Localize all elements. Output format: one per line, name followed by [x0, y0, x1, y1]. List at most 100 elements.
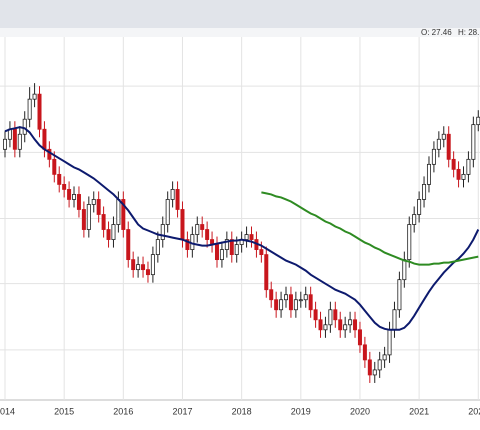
candle-body — [426, 163, 431, 185]
candle-body — [353, 319, 358, 331]
candle-body — [96, 199, 101, 215]
candle-body — [279, 299, 284, 311]
candle-body — [431, 148, 436, 165]
x-tick-label: 2022 — [468, 406, 480, 416]
candle-body — [367, 359, 372, 376]
x-tick-label: 2019 — [291, 406, 311, 416]
candle-body — [180, 209, 185, 240]
candle-body — [259, 249, 264, 255]
candle-body — [357, 329, 362, 346]
candle-body — [37, 93, 42, 130]
candle-body — [451, 158, 456, 170]
header-open: O: 27.46 — [421, 28, 452, 37]
candle-body — [407, 224, 412, 261]
x-tick-label: 2018 — [232, 406, 252, 416]
candle-body — [318, 319, 323, 331]
candle-body — [3, 138, 8, 150]
candle-body — [22, 118, 27, 135]
candle-body — [195, 224, 200, 235]
candle-body — [466, 158, 471, 175]
moving-average-line — [261, 191, 479, 266]
candle-body — [298, 299, 303, 302]
candle-body — [461, 173, 466, 180]
candle-body — [288, 294, 293, 311]
candle-body — [338, 319, 343, 331]
candle-body — [456, 168, 461, 180]
candle-body — [397, 279, 402, 311]
candle-body — [328, 309, 333, 326]
candle-body — [175, 189, 180, 210]
candle-body — [17, 133, 22, 150]
candle-body — [362, 344, 367, 361]
candle-body — [417, 199, 422, 215]
candle-body — [284, 294, 289, 301]
candle-body — [333, 309, 338, 321]
candle-body — [229, 239, 234, 255]
candle-body — [313, 309, 318, 321]
candle-body — [165, 199, 170, 225]
candle-body — [244, 234, 249, 240]
candle-body — [121, 199, 126, 230]
candle-body — [214, 244, 219, 261]
candle-body — [67, 189, 72, 200]
x-tick-label: 2014 — [0, 406, 15, 416]
candle-body — [249, 234, 254, 240]
candle-body — [476, 116, 480, 126]
candle-body — [190, 234, 195, 250]
x-tick-label: 2021 — [409, 406, 429, 416]
candle-body — [471, 124, 476, 160]
candle-body — [72, 194, 77, 200]
candle-body — [372, 369, 377, 376]
candle-body — [219, 249, 224, 261]
candle-body — [392, 309, 397, 331]
candle-body — [32, 93, 37, 100]
candle-body — [145, 269, 150, 276]
candle-body — [12, 128, 17, 150]
candle-body — [52, 158, 57, 175]
candle-body — [446, 133, 451, 160]
candle-body — [116, 199, 121, 225]
candle-body — [422, 184, 427, 200]
candle-body — [62, 184, 67, 190]
candle-body — [274, 299, 279, 311]
candle-body — [170, 189, 175, 200]
candle-body — [131, 259, 136, 271]
candle-body — [412, 214, 417, 225]
candle-body — [42, 128, 47, 150]
moving-average-line — [4, 126, 480, 331]
x-tick-label: 2020 — [350, 406, 370, 416]
candle-body — [27, 98, 32, 120]
candle-body — [81, 209, 86, 230]
candle-body — [224, 239, 229, 250]
candle-body — [150, 254, 155, 276]
candle-body — [348, 319, 353, 326]
candle-body — [441, 133, 446, 140]
x-tick-label: 2016 — [113, 406, 133, 416]
candle-body — [111, 224, 116, 240]
x-tick-label: 2015 — [54, 406, 74, 416]
candle-body — [76, 194, 81, 210]
candle-body — [205, 229, 210, 240]
candle-body — [160, 224, 165, 240]
header-high: H: 28. — [458, 28, 479, 37]
candle-body — [106, 229, 111, 240]
candle-body — [343, 324, 348, 331]
candle-body — [155, 239, 160, 255]
candle-body — [308, 294, 313, 311]
header-bar — [0, 0, 480, 28]
candle-body — [377, 359, 382, 371]
header-gap — [0, 28, 480, 37]
candle-body — [86, 204, 91, 230]
candle-body — [91, 199, 96, 205]
candle-body — [387, 329, 392, 356]
x-tick-label: 2017 — [172, 406, 192, 416]
candle-body — [234, 244, 239, 255]
candle-body — [185, 239, 190, 250]
candle-body — [264, 254, 269, 291]
candle-body — [101, 214, 106, 230]
candle-body — [323, 324, 328, 331]
candle-body — [126, 229, 131, 261]
candle-body — [141, 264, 146, 271]
candle-body — [402, 259, 407, 281]
candle-body — [136, 264, 141, 271]
